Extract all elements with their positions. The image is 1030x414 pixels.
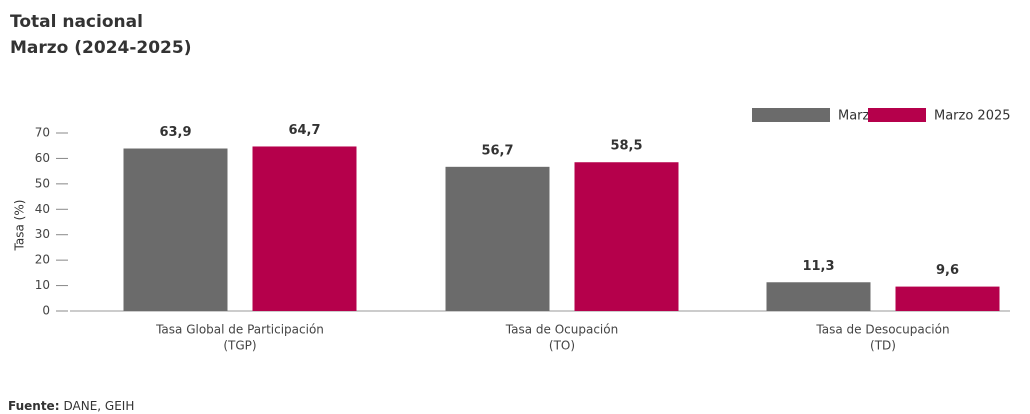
y-tick-label: 20 bbox=[35, 253, 50, 267]
value-label: 64,7 bbox=[288, 123, 320, 138]
y-tick-label: 40 bbox=[35, 202, 50, 216]
legend-label: Marzo 2025 bbox=[934, 109, 1011, 124]
x-tick-label: Tasa Global de Participación bbox=[155, 323, 324, 337]
legend-swatch bbox=[752, 108, 830, 122]
x-tick-label: (TD) bbox=[870, 339, 896, 353]
value-label: 63,9 bbox=[159, 125, 191, 140]
x-tick-label: (TGP) bbox=[223, 339, 256, 353]
bar bbox=[252, 146, 357, 311]
chart-title: Total nacional bbox=[10, 12, 143, 32]
source-text: DANE, GEIH bbox=[64, 399, 135, 413]
chart-subtitle: Marzo (2024-2025) bbox=[10, 38, 192, 58]
bar bbox=[766, 282, 871, 311]
value-label: 11,3 bbox=[802, 259, 834, 274]
bar bbox=[895, 286, 1000, 311]
x-tick-label: (TO) bbox=[549, 339, 575, 353]
value-label: 58,5 bbox=[610, 139, 642, 154]
source: Fuente: DANE, GEIH bbox=[8, 399, 134, 413]
value-label: 56,7 bbox=[481, 143, 513, 158]
y-axis-label: Tasa (%) bbox=[13, 200, 27, 252]
y-tick-label: 50 bbox=[35, 176, 50, 190]
y-tick-label: 0 bbox=[42, 304, 50, 318]
bar bbox=[123, 148, 228, 311]
legend-swatch bbox=[868, 108, 926, 122]
x-tick-label: Tasa de Ocupación bbox=[505, 323, 618, 337]
bar bbox=[574, 162, 679, 311]
y-tick-label: 60 bbox=[35, 151, 50, 165]
bar bbox=[445, 166, 550, 311]
y-tick-label: 30 bbox=[35, 227, 50, 241]
y-tick-label: 70 bbox=[35, 126, 50, 140]
source-label: Fuente: bbox=[8, 399, 60, 413]
x-tick-label: Tasa de Desocupación bbox=[815, 323, 949, 337]
value-label: 9,6 bbox=[936, 263, 959, 278]
y-tick-label: 10 bbox=[35, 278, 50, 292]
